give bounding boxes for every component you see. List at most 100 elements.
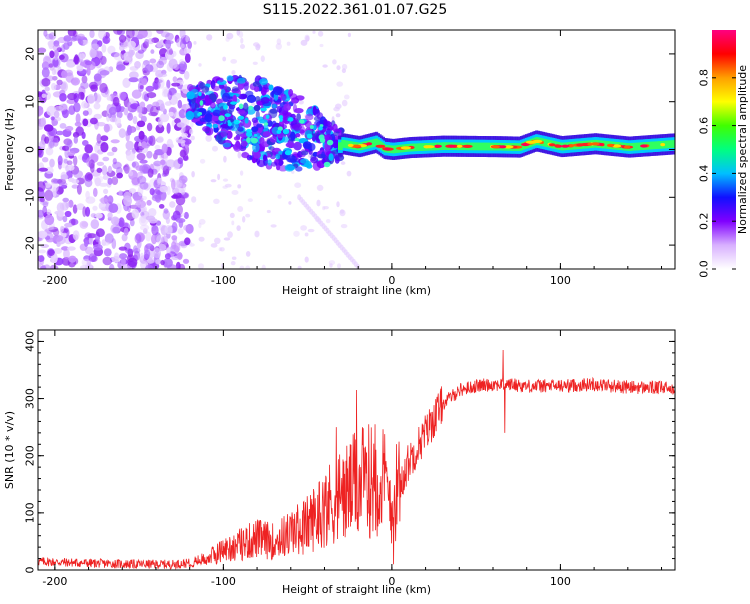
noise-cell — [96, 133, 102, 144]
snr-series-line — [38, 349, 675, 570]
noise-cell — [340, 224, 348, 229]
noise-cell — [127, 101, 132, 112]
noise-cell — [189, 128, 194, 135]
noise-cell — [219, 247, 225, 252]
noise-cell — [288, 201, 292, 205]
noise-cell — [58, 54, 65, 60]
band-highlight — [287, 117, 294, 122]
x-tick-label: -100 — [211, 274, 236, 287]
carrier-core — [664, 140, 669, 149]
noise-cell — [90, 213, 97, 218]
x-tick-label: 100 — [550, 575, 571, 588]
snr-frame — [37, 329, 676, 571]
noise-cell — [100, 142, 109, 153]
band-cell — [243, 82, 249, 91]
noise-cell — [144, 38, 150, 45]
noise-cell — [145, 85, 155, 92]
carrier-peak — [456, 144, 463, 148]
noise-cell — [43, 30, 48, 37]
y-tick-label: 200 — [24, 445, 37, 466]
noise-cell — [118, 217, 125, 228]
noise-cell — [128, 188, 137, 194]
noise-cell — [242, 216, 246, 223]
noise-cell — [125, 248, 134, 254]
noise-cell — [162, 86, 170, 95]
carrier-core — [415, 143, 419, 152]
noise-cell — [123, 108, 129, 116]
carrier-core — [636, 142, 640, 151]
noise-cell — [61, 108, 69, 119]
x-axis-label: Height of straight line (km) — [282, 284, 431, 297]
noise-cell — [212, 145, 218, 152]
noise-cell — [123, 166, 132, 174]
noise-cell — [51, 57, 61, 68]
noise-cell — [92, 205, 98, 211]
noise-cell — [89, 30, 95, 38]
carrier-core — [487, 142, 492, 151]
y-tick-label: -10 — [24, 188, 37, 206]
band-cell — [260, 97, 270, 104]
carrier-peak — [400, 146, 412, 150]
noise-cell — [294, 182, 302, 188]
carrier-core — [339, 142, 343, 150]
noise-cell — [180, 141, 185, 147]
band-highlight — [263, 122, 269, 126]
noise-cell — [206, 34, 213, 41]
noise-cell — [227, 231, 233, 239]
noise-cell — [73, 30, 78, 37]
noise-cell — [67, 92, 77, 101]
band-cell — [321, 151, 326, 159]
noise-cell — [141, 141, 147, 149]
band-cell — [256, 123, 263, 128]
noise-cell — [99, 82, 108, 94]
noise-cell — [104, 233, 114, 244]
noise-cell — [152, 101, 160, 108]
noise-cell — [159, 186, 169, 193]
band-cell — [262, 131, 271, 138]
noise-cell — [171, 235, 178, 241]
noise-cell — [336, 201, 340, 208]
noise-cell — [41, 67, 50, 78]
band-cell — [332, 123, 338, 133]
band-cell — [211, 115, 220, 122]
noise-cell — [60, 174, 69, 180]
band-cell — [292, 103, 298, 113]
band-cell — [212, 85, 220, 92]
band-cell — [276, 105, 282, 113]
noise-cell — [75, 126, 84, 136]
noise-cell — [224, 183, 232, 188]
noise-cell — [139, 252, 145, 261]
noise-cell — [38, 167, 48, 172]
carrier-core — [346, 140, 350, 149]
carrier-core — [393, 145, 397, 154]
noise-cell — [93, 93, 102, 104]
noise-cell — [252, 42, 260, 47]
band-cell — [285, 165, 296, 171]
band-cell — [252, 81, 261, 88]
carrier-core — [344, 140, 348, 149]
carrier-core — [375, 138, 379, 147]
carrier-peak — [366, 142, 373, 146]
noise-cell — [136, 152, 146, 161]
noise-cell — [53, 50, 59, 58]
noise-cell — [40, 117, 47, 127]
band-highlight — [253, 133, 258, 137]
noise-cell — [103, 188, 109, 195]
band-cell — [313, 108, 321, 117]
noise-cell — [90, 84, 98, 92]
noise-cell — [76, 203, 85, 211]
band-cell — [222, 92, 231, 103]
noise-cell — [42, 205, 48, 216]
band-cell — [293, 141, 302, 151]
carrier-peak — [521, 142, 530, 147]
noise-cell — [329, 263, 333, 268]
band-highlight — [233, 119, 240, 125]
band-cell — [292, 124, 302, 131]
noise-cell — [222, 56, 227, 62]
noise-cell — [165, 216, 170, 225]
noise-cell — [159, 190, 167, 201]
noise-cell — [136, 105, 143, 114]
noise-cell — [236, 30, 241, 36]
noise-cell — [166, 122, 171, 134]
noise-cell — [57, 178, 67, 185]
